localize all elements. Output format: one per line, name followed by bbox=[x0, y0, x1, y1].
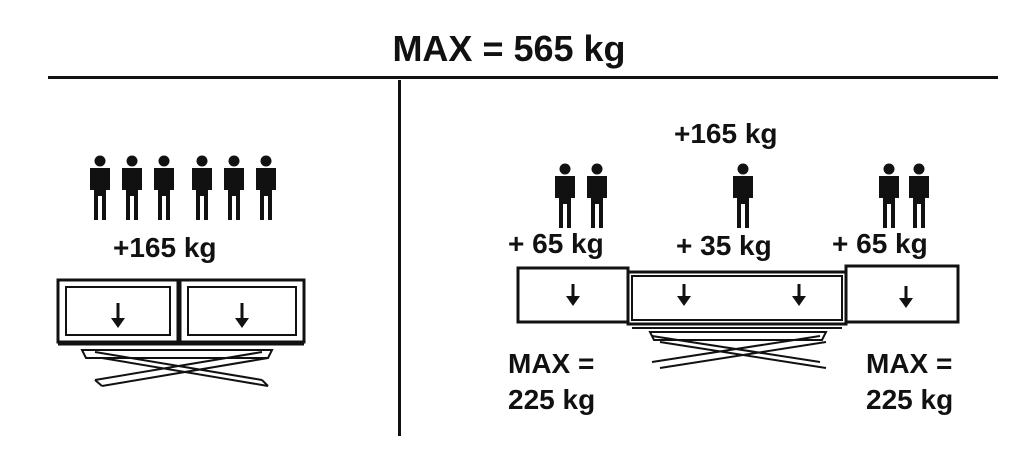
right-left-max: MAX = 225 kg bbox=[508, 346, 595, 418]
person-icon bbox=[879, 163, 899, 228]
arrow-down-icon bbox=[792, 296, 806, 306]
right-people-group bbox=[555, 163, 929, 228]
left-scissor-lift bbox=[80, 349, 274, 387]
left-arrows bbox=[111, 303, 249, 328]
right-platform bbox=[516, 264, 960, 329]
arrow-down-icon bbox=[111, 318, 125, 328]
right-left-max-line2: 225 kg bbox=[508, 384, 596, 415]
arrow-down-icon bbox=[235, 318, 249, 328]
person-icon bbox=[192, 155, 212, 220]
person-icon bbox=[909, 163, 929, 228]
person-icon bbox=[256, 155, 276, 220]
left-crate-1 bbox=[56, 278, 180, 344]
center-divider bbox=[398, 80, 401, 436]
person-icon bbox=[555, 163, 575, 228]
right-scissor-lift bbox=[648, 331, 828, 369]
right-center-load-label: + 35 kg bbox=[676, 230, 772, 261]
left-crate-2-inner bbox=[187, 286, 297, 336]
person-icon bbox=[224, 155, 244, 220]
left-people-group bbox=[90, 155, 276, 220]
title: MAX = 565 kg bbox=[392, 28, 626, 69]
arrow-down-icon bbox=[899, 298, 913, 308]
right-left-load-label: + 65 kg bbox=[508, 228, 604, 259]
left-crate-1-inner bbox=[65, 286, 171, 336]
right-right-max-line2: 225 kg bbox=[866, 384, 954, 415]
right-arrows bbox=[566, 284, 913, 308]
right-left-max-line1: MAX = bbox=[508, 348, 595, 379]
person-icon bbox=[122, 155, 142, 220]
person-icon bbox=[733, 163, 753, 228]
arrow-down-icon bbox=[677, 296, 691, 306]
person-icon bbox=[587, 163, 607, 228]
right-right-crate bbox=[844, 264, 960, 324]
left-crate-2 bbox=[178, 278, 306, 344]
person-icon bbox=[154, 155, 174, 220]
left-platform bbox=[56, 278, 306, 346]
top-divider bbox=[48, 76, 998, 79]
arrow-down-icon bbox=[566, 296, 580, 306]
person-icon bbox=[90, 155, 110, 220]
left-load-label: +165 kg bbox=[113, 232, 217, 263]
right-center-crate-inner bbox=[631, 275, 843, 321]
right-right-max: MAX = 225 kg bbox=[866, 346, 953, 418]
right-center-crate bbox=[626, 270, 848, 326]
right-top-load-label: +165 kg bbox=[674, 118, 778, 149]
right-right-max-line1: MAX = bbox=[866, 348, 953, 379]
right-right-load-label: + 65 kg bbox=[832, 228, 928, 259]
